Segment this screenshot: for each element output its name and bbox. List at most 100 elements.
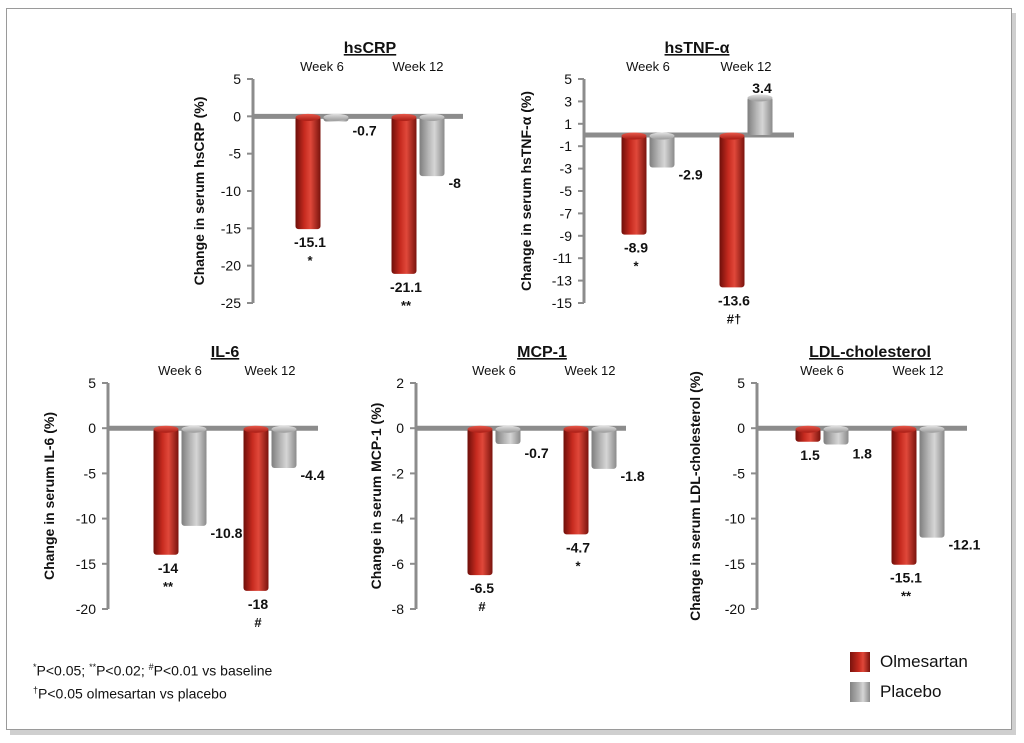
data-label: -6.5 bbox=[470, 580, 494, 596]
bar-olmesartan-week-12-cap bbox=[243, 425, 269, 433]
data-label: 1.8 bbox=[853, 445, 873, 461]
data-label: 1.5 bbox=[800, 447, 820, 463]
category-label: Week 12 bbox=[720, 59, 771, 74]
bar-placebo-week-12-cap bbox=[747, 94, 773, 102]
chart-title: LDL-cholesterol bbox=[809, 344, 931, 361]
y-tick-label: -6 bbox=[392, 556, 405, 572]
y-tick-label: -10 bbox=[221, 183, 241, 199]
category-label: Week 6 bbox=[300, 59, 344, 74]
y-axis-title: Change in serum IL-6 (%) bbox=[41, 412, 57, 580]
significance-mark: # bbox=[254, 615, 262, 630]
data-label: 3.4 bbox=[752, 80, 772, 96]
bar-olmesartan-week-6 bbox=[153, 428, 179, 555]
y-tick-label: 0 bbox=[233, 108, 241, 124]
data-label: -12.1 bbox=[949, 537, 981, 553]
y-tick-label: 3 bbox=[564, 93, 572, 109]
y-tick-label: 5 bbox=[88, 375, 96, 391]
bar-placebo-week-6-cap bbox=[495, 425, 521, 433]
significance-mark: ** bbox=[401, 298, 412, 313]
data-label: -18 bbox=[248, 596, 268, 612]
bar-placebo-week-12 bbox=[271, 428, 297, 468]
y-tick-label: -9 bbox=[560, 228, 573, 244]
y-tick-label: 2 bbox=[396, 375, 404, 391]
category-label: Week 6 bbox=[800, 363, 844, 378]
y-tick-label: -2 bbox=[392, 465, 405, 481]
y-tick-label: -5 bbox=[84, 465, 97, 481]
bar-placebo-week-6-cap bbox=[323, 113, 349, 121]
chart-hstnf: hsTNF-α Week 6 Week 12 5 3 1 -1 -3 -5 -7 -9 -11 -13 -… bbox=[518, 40, 794, 326]
chart-title: IL-6 bbox=[211, 344, 240, 361]
bar-olmesartan-week-6-cap bbox=[467, 425, 493, 433]
data-label: -2.9 bbox=[679, 166, 703, 182]
y-tick-label: 5 bbox=[564, 71, 572, 87]
y-tick-label: 0 bbox=[737, 420, 745, 436]
data-label: -8.9 bbox=[624, 240, 648, 256]
chart-title: hsTNF-α bbox=[665, 40, 730, 57]
bar-olmesartan-week-6 bbox=[295, 116, 321, 230]
y-tick-label: -8 bbox=[392, 601, 405, 617]
y-tick-label: 0 bbox=[396, 420, 404, 436]
bar-placebo-week-6 bbox=[649, 135, 675, 168]
bar-olmesartan-week-12 bbox=[891, 428, 917, 565]
y-tick-label: -15 bbox=[725, 556, 745, 572]
footnote-comparison: †P<0.05 olmesartan vs placebo bbox=[33, 685, 227, 702]
chart-title: hsCRP bbox=[344, 40, 397, 57]
category-label: Week 12 bbox=[892, 363, 943, 378]
category-label: Week 12 bbox=[392, 59, 443, 74]
y-axis-title: Change in serum hsCRP (%) bbox=[191, 97, 207, 286]
bar-placebo-week-12 bbox=[747, 96, 773, 135]
y-axis-title: Change in serum MCP-1 (%) bbox=[368, 403, 384, 590]
legend-item-olmesartan: Olmesartan bbox=[850, 650, 1010, 674]
data-label: -1.8 bbox=[621, 468, 645, 484]
significance-mark: ** bbox=[901, 589, 912, 604]
data-label: -14 bbox=[158, 560, 178, 576]
bar-placebo-week-12 bbox=[591, 428, 617, 469]
bar-placebo-week-12-cap bbox=[271, 425, 297, 433]
y-axis-title: Change in serum hsTNF-α (%) bbox=[518, 91, 534, 291]
bar-olmesartan-week-12 bbox=[391, 116, 417, 274]
y-tick-label: -15 bbox=[221, 220, 241, 236]
y-tick-label: -20 bbox=[725, 601, 745, 617]
y-axis-title: Change in serum LDL-cholesterol (%) bbox=[687, 371, 703, 621]
figure-frame bbox=[6, 8, 1012, 730]
data-label: -0.7 bbox=[525, 445, 549, 461]
bar-olmesartan-week-12 bbox=[719, 135, 745, 288]
bar-olmesartan-week-12 bbox=[243, 428, 269, 591]
data-label: -15.1 bbox=[294, 234, 326, 250]
y-tick-label: -4 bbox=[392, 511, 405, 527]
category-label: Week 6 bbox=[626, 59, 670, 74]
bar-olmesartan-week-6-cap bbox=[795, 425, 821, 433]
y-tick-label: -11 bbox=[553, 250, 572, 266]
bar-olmesartan-week-6-cap bbox=[295, 113, 321, 121]
category-label: Week 6 bbox=[472, 363, 516, 378]
legend-label-olmesartan: Olmesartan bbox=[880, 652, 968, 671]
bar-olmesartan-week-12-cap bbox=[563, 425, 589, 433]
significance-mark: ** bbox=[163, 579, 174, 594]
bar-placebo-week-12-cap bbox=[419, 113, 445, 121]
category-label: Week 6 bbox=[158, 363, 202, 378]
significance-mark: # bbox=[478, 599, 486, 614]
y-tick-label: -5 bbox=[560, 183, 573, 199]
data-label: -10.8 bbox=[211, 525, 243, 541]
bar-olmesartan-week-6 bbox=[467, 428, 493, 576]
chart-ldl-cholesterol: LDL-cholesterol Week 6 Week 12 5 0 -5 -10 -15 -2… bbox=[687, 344, 981, 621]
y-tick-label: 0 bbox=[88, 420, 96, 436]
y-tick-label: -25 bbox=[221, 295, 241, 311]
bar-placebo-week-12-cap bbox=[919, 425, 945, 433]
significance-mark: * bbox=[575, 558, 581, 573]
data-label: -4.7 bbox=[566, 539, 590, 555]
bar-olmesartan-week-12-cap bbox=[391, 113, 417, 121]
y-tick-label: 5 bbox=[233, 71, 241, 87]
legend-swatch-placebo bbox=[850, 682, 870, 702]
y-tick-label: -20 bbox=[76, 601, 96, 617]
bar-placebo-week-6 bbox=[181, 428, 207, 526]
y-tick-label: -3 bbox=[560, 161, 573, 177]
bar-placebo-week-6 bbox=[823, 428, 849, 445]
y-tick-label: 1 bbox=[564, 116, 572, 132]
y-tick-label: -20 bbox=[221, 258, 241, 274]
chart-il-6: IL-6 Week 6 Week 12 5 0 -5 -10 -15 -20 Change in … bbox=[41, 344, 325, 630]
y-tick-label: -5 bbox=[229, 146, 242, 162]
bar-placebo-week-6-cap bbox=[823, 425, 849, 433]
